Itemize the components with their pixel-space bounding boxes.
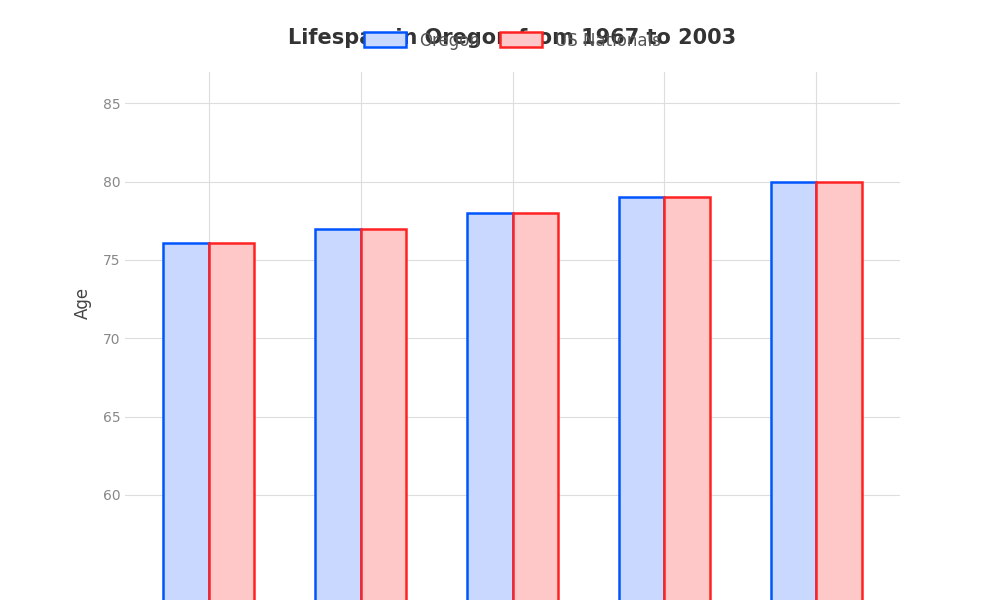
Bar [664, 197, 710, 600]
Y-axis label: Age: Age [73, 287, 91, 319]
Title: Lifespan in Oregon from 1967 to 2003: Lifespan in Oregon from 1967 to 2003 [288, 28, 737, 48]
Bar [163, 243, 209, 600]
Bar [315, 229, 361, 600]
Bar [816, 182, 862, 600]
Bar [467, 213, 512, 600]
Bar [512, 213, 558, 600]
Legend: Oregon, US Nationals: Oregon, US Nationals [357, 25, 668, 56]
X-axis label: Year: Year [495, 564, 530, 582]
Bar [619, 197, 664, 600]
Bar [361, 229, 406, 600]
Bar [771, 182, 816, 600]
Bar [209, 243, 254, 600]
